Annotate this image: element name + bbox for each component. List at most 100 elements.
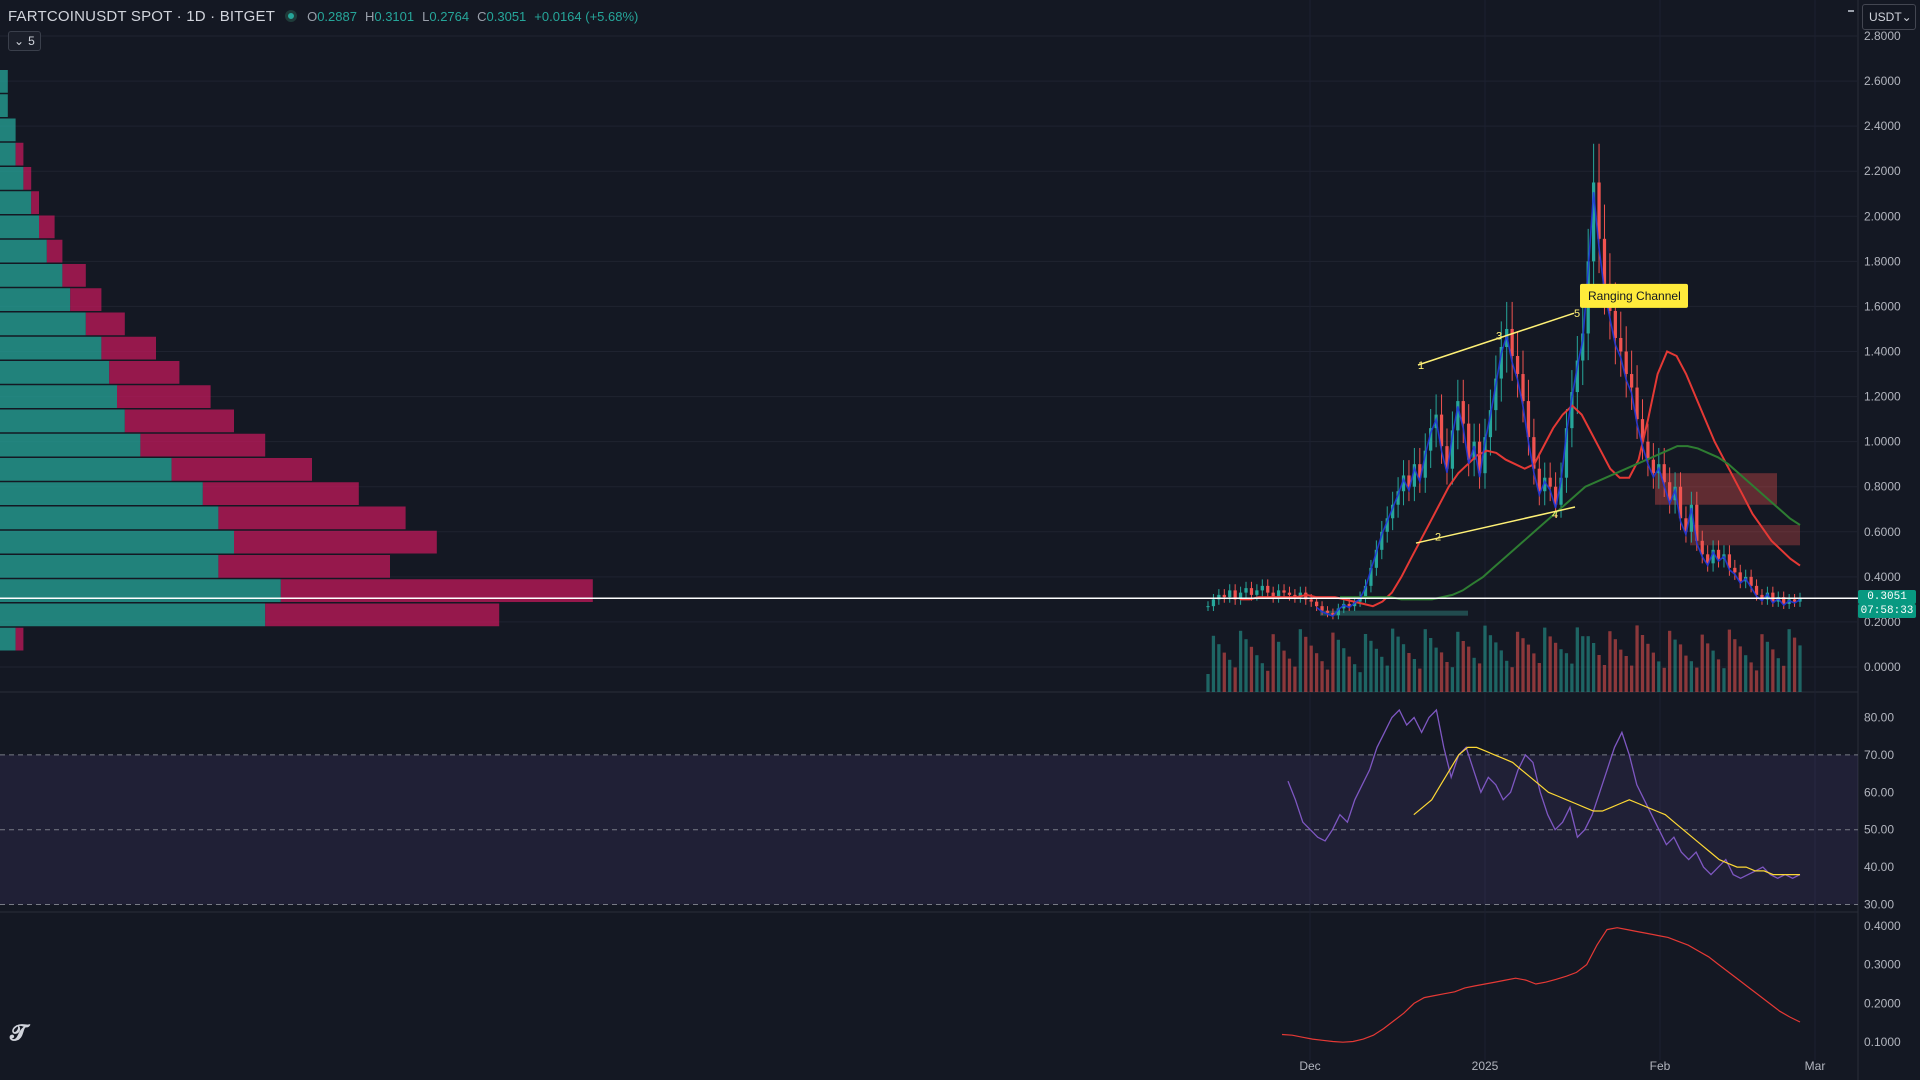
volume-bar: [1396, 636, 1400, 692]
volume-bar: [1483, 625, 1487, 692]
volume-bar: [1439, 652, 1444, 692]
vp-bar-down: [15, 627, 24, 651]
candle-body: [1276, 590, 1281, 598]
volume-bar: [1765, 641, 1770, 692]
volume-bar: [1434, 647, 1438, 692]
candle-body: [1429, 428, 1433, 451]
symbol-title[interactable]: FARTCOINUSDT SPOT · 1D · BITGET: [8, 7, 276, 25]
indicators-collapse-button[interactable]: ⌄ 5: [8, 31, 41, 51]
volume-bar: [1640, 635, 1645, 692]
vp-bar-up: [0, 409, 125, 433]
candle-body: [1260, 585, 1264, 591]
wave-label: 1: [1418, 360, 1424, 372]
time-tick-label: Dec: [1299, 1059, 1320, 1073]
price-axis[interactable]: 2.8000 2.6000 2.4000 2.2000 2.0000 1.8000 1.60…: [1864, 29, 1901, 1049]
time-tick-label: Mar: [1805, 1059, 1826, 1073]
price-tick-label: 1.6000: [1864, 299, 1901, 313]
volume-bar: [1515, 631, 1520, 692]
price-tick-label: 2.6000: [1864, 74, 1901, 88]
volume-bar: [1336, 639, 1340, 692]
volume-bar: [1477, 663, 1482, 692]
minus-icon[interactable]: [1848, 10, 1854, 12]
vp-bar-up: [0, 142, 16, 166]
vp-bar-down: [62, 264, 86, 287]
candle-body: [1249, 588, 1254, 595]
volume-bar: [1401, 644, 1406, 692]
volatility-line: [1281, 927, 1801, 1043]
wave-label: 2: [1435, 531, 1441, 543]
time-axis[interactable]: Dec 2025 Feb Mar: [1299, 1059, 1825, 1073]
candle-body: [1613, 310, 1617, 338]
candle-body: [1309, 599, 1313, 602]
volume-bar: [1749, 662, 1753, 692]
volume-bar: [1412, 659, 1417, 692]
candle-body: [1423, 450, 1427, 478]
chevron-down-icon: ⌄: [14, 34, 25, 48]
volume-bar: [1238, 630, 1243, 692]
candle-body: [1727, 554, 1732, 568]
volume-bar: [1380, 656, 1384, 692]
tradingview-logo[interactable]: 𝓣: [10, 1020, 27, 1045]
currency-select[interactable]: USDT ⌄: [1862, 4, 1916, 30]
volume-bar: [1597, 655, 1601, 692]
volume-bar: [1499, 650, 1503, 692]
annotation-label: Ranging Channel: [1588, 289, 1681, 303]
volume-bar: [1526, 644, 1531, 692]
volume-bar: [1347, 656, 1351, 692]
candle-body: [1668, 482, 1672, 501]
time-tick-label: Feb: [1650, 1059, 1671, 1073]
volume-bar: [1782, 665, 1786, 692]
volume-bar: [1532, 653, 1536, 692]
candle-body: [1206, 606, 1210, 608]
price-tick-label: 2.8000: [1864, 29, 1901, 43]
ema-blue-line: [1316, 192, 1801, 618]
annotation-box: [1580, 283, 1688, 308]
volume-bar: [1260, 663, 1264, 692]
candle-body: [1597, 182, 1601, 239]
volume-bar: [1706, 643, 1710, 692]
vp-bar-up: [0, 603, 266, 627]
rsi-lines: [1287, 708, 1801, 880]
volume-bar: [1423, 629, 1427, 692]
channel-line: [1415, 506, 1576, 544]
vp-bar-down: [171, 458, 312, 481]
volatility-tick-label: 0.3000: [1864, 958, 1901, 972]
rsi-tick-label: 80.00: [1864, 710, 1894, 724]
candle-body: [1298, 592, 1302, 598]
candle-body: [1255, 590, 1259, 595]
volume-bar: [1282, 650, 1286, 692]
vp-bar-up: [0, 94, 8, 117]
vp-bar-down: [46, 239, 63, 263]
candle-body: [1228, 590, 1232, 598]
volume-bar: [1564, 653, 1569, 692]
volume-bar: [1467, 646, 1471, 692]
demand-zone: [1320, 610, 1468, 616]
price-tick-label: 0.0000: [1864, 660, 1901, 674]
candle-body: [1271, 592, 1275, 598]
volume-bar: [1510, 667, 1514, 692]
vp-bar-up: [0, 70, 8, 93]
currency-label: USDT: [1869, 10, 1902, 24]
candle-body: [1553, 486, 1558, 505]
vp-bar-up: [0, 167, 24, 190]
candle-body: [1602, 238, 1607, 284]
candle-body: [1510, 328, 1514, 357]
legend-header: FARTCOINUSDT SPOT · 1D · BITGET O0.2887 …: [0, 0, 638, 32]
market-status-icon: [285, 10, 298, 22]
volume-bar: [1543, 627, 1547, 692]
candle-body: [1782, 597, 1786, 604]
volume-bar: [1374, 648, 1378, 692]
rsi-tick-label: 40.00: [1864, 860, 1894, 874]
volume-bar: [1553, 642, 1558, 692]
vp-bar-up: [0, 433, 141, 457]
volume-bar: [1651, 652, 1655, 692]
candle-body: [1494, 378, 1498, 411]
candle-body: [1407, 475, 1411, 487]
volume-bar: [1369, 640, 1373, 692]
volume-bar: [1792, 637, 1797, 692]
candle-body: [1630, 374, 1634, 388]
drawings: 1 2 3 4 5 Ranging Channel: [0, 283, 1858, 599]
volume-bar: [1548, 636, 1552, 692]
volume-bar: [1418, 668, 1422, 692]
